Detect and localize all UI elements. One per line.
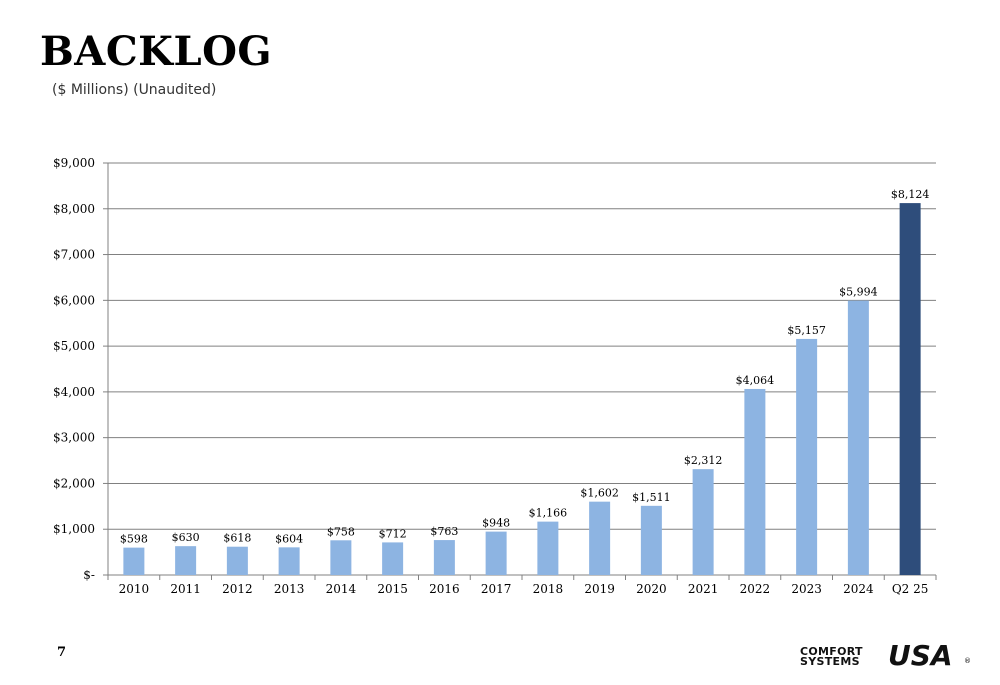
- company-logo: COMFORT SYSTEMS USA ®: [800, 639, 972, 673]
- data-label: $598: [120, 533, 148, 546]
- x-tick-label: 2020: [636, 582, 667, 596]
- y-tick-label: $8,000: [53, 202, 95, 216]
- bar: [278, 547, 300, 575]
- page-subtitle: ($ Millions) (Unaudited): [52, 82, 217, 98]
- bar: [796, 338, 818, 575]
- bar: [433, 540, 455, 575]
- logo-line-comfort: COMFORT: [800, 645, 863, 658]
- bar: [744, 388, 766, 575]
- x-tick-label: 2014: [326, 582, 357, 596]
- y-tick-label: $-: [83, 568, 95, 582]
- bar: [485, 531, 507, 575]
- x-tick-label: 2011: [170, 582, 201, 596]
- y-tick-label: $6,000: [53, 293, 95, 307]
- data-label: $1,511: [632, 491, 671, 504]
- data-label: $604: [275, 532, 303, 545]
- data-label: $758: [327, 525, 355, 538]
- data-label: $2,312: [684, 454, 723, 467]
- x-tick-label: 2022: [740, 582, 771, 596]
- y-tick-label: $2,000: [53, 476, 95, 490]
- data-label: $1,166: [529, 507, 568, 520]
- bar: [226, 546, 248, 575]
- data-label: $8,124: [891, 188, 930, 201]
- data-label: $948: [482, 517, 510, 530]
- x-tick-label: 2013: [274, 582, 305, 596]
- y-tick-label: $9,000: [53, 156, 95, 170]
- x-tick-label: Q2 25: [892, 582, 929, 596]
- x-tick-label: 2010: [119, 582, 150, 596]
- x-tick-label: 2016: [429, 582, 460, 596]
- y-tick-label: $4,000: [53, 385, 95, 399]
- page-title: BACKLOG: [40, 28, 273, 75]
- x-tick-label: 2017: [481, 582, 512, 596]
- bar: [330, 540, 352, 575]
- data-label: $1,602: [580, 487, 619, 500]
- logo-registered-mark: ®: [964, 657, 971, 665]
- data-label: $4,064: [736, 374, 775, 387]
- bar: [692, 469, 714, 575]
- bar: [382, 542, 404, 575]
- logo-line-systems: SYSTEMS: [800, 655, 860, 668]
- bar: [123, 547, 145, 575]
- data-label: $712: [379, 527, 407, 540]
- x-tick-label: 2023: [791, 582, 822, 596]
- bar: [899, 203, 921, 576]
- logo-usa: USA: [888, 639, 953, 672]
- x-tick-label: 2015: [377, 582, 408, 596]
- x-tick-label: 2024: [843, 582, 874, 596]
- bar: [589, 501, 611, 575]
- bar: [175, 546, 197, 575]
- y-tick-label: $7,000: [53, 248, 95, 262]
- x-tick-label: 2021: [688, 582, 719, 596]
- bar: [847, 300, 869, 575]
- logo-wordmark: COMFORT SYSTEMS: [800, 645, 863, 668]
- data-label: $763: [430, 525, 458, 538]
- x-tick-label: 2019: [584, 582, 615, 596]
- y-tick-label: $1,000: [53, 522, 95, 536]
- page-number: 7: [57, 645, 67, 660]
- x-tick-label: 2012: [222, 582, 253, 596]
- data-label: $630: [172, 531, 200, 544]
- bar: [537, 521, 559, 575]
- data-label: $5,994: [839, 286, 878, 299]
- x-tick-label: 2018: [533, 582, 564, 596]
- data-label: $618: [223, 532, 251, 545]
- y-tick-label: $5,000: [53, 339, 95, 353]
- y-tick-label: $3,000: [53, 431, 95, 445]
- bar: [640, 505, 662, 575]
- data-label: $5,157: [787, 324, 826, 337]
